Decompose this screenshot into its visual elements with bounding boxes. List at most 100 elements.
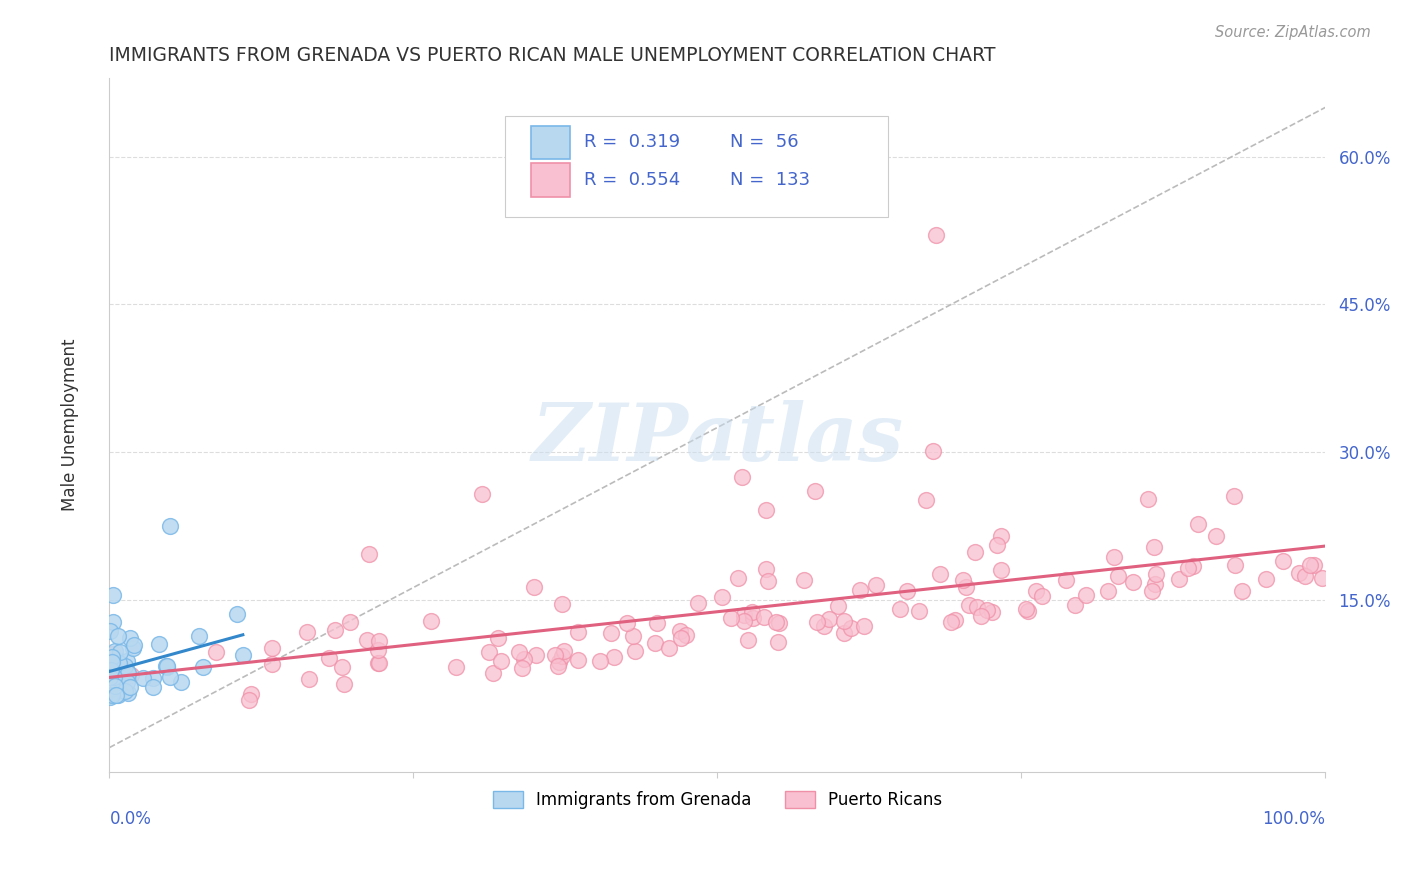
Point <box>589 654 612 668</box>
Point <box>333 677 356 691</box>
Point <box>98 671 121 685</box>
Point <box>1223 489 1246 503</box>
Point <box>621 629 644 643</box>
Point <box>98 670 121 684</box>
Point <box>766 635 789 649</box>
Point <box>98 689 121 703</box>
Point <box>1254 572 1277 586</box>
Point <box>981 605 1004 619</box>
Text: R =  0.319: R = 0.319 <box>583 134 679 152</box>
Point <box>727 571 749 585</box>
Point <box>339 615 361 629</box>
Point <box>970 609 993 624</box>
Point <box>156 659 179 673</box>
Point <box>367 634 389 648</box>
Point <box>120 632 142 646</box>
Point <box>98 665 121 679</box>
Text: 100.0%: 100.0% <box>1263 810 1326 829</box>
Point <box>232 648 254 662</box>
Point <box>922 444 945 458</box>
Point <box>101 688 124 702</box>
Point <box>523 581 546 595</box>
Point <box>959 598 981 612</box>
Point <box>239 687 262 701</box>
Point <box>104 688 127 702</box>
Point <box>114 659 136 673</box>
Point <box>122 640 145 655</box>
Point <box>720 611 742 625</box>
Point <box>908 604 931 618</box>
Point <box>359 547 381 561</box>
Point <box>101 588 124 602</box>
Point <box>803 484 825 499</box>
Point <box>193 659 215 673</box>
Point <box>952 574 974 588</box>
Point <box>524 648 547 663</box>
Point <box>752 609 775 624</box>
Point <box>1223 558 1246 572</box>
Point <box>115 654 138 668</box>
Point <box>110 645 132 659</box>
Point <box>114 684 136 698</box>
Point <box>1303 558 1326 572</box>
Point <box>510 660 533 674</box>
Point <box>547 658 569 673</box>
Point <box>547 656 569 670</box>
Point <box>1295 568 1317 582</box>
Point <box>104 680 127 694</box>
Point <box>1031 589 1053 603</box>
Point <box>1136 492 1159 507</box>
Point <box>813 619 835 633</box>
Point <box>710 591 733 605</box>
Point <box>955 580 977 594</box>
Point <box>323 623 346 637</box>
Text: 0.0%: 0.0% <box>110 810 152 829</box>
Point <box>486 631 509 645</box>
Text: N =  56: N = 56 <box>730 134 799 152</box>
Point <box>733 607 755 622</box>
Point <box>367 643 389 657</box>
Point <box>839 621 862 635</box>
Point <box>101 647 124 661</box>
Point <box>159 670 181 684</box>
Point <box>544 648 567 663</box>
Point <box>107 680 129 694</box>
FancyBboxPatch shape <box>505 116 887 217</box>
Text: Source: ZipAtlas.com: Source: ZipAtlas.com <box>1215 25 1371 40</box>
Point <box>1122 575 1144 590</box>
Point <box>990 529 1012 543</box>
Point <box>1272 554 1295 568</box>
Point <box>104 644 127 658</box>
Point <box>832 614 855 628</box>
Point <box>156 659 179 673</box>
Point <box>98 658 121 673</box>
Point <box>107 629 129 643</box>
Point <box>205 645 228 659</box>
Point <box>170 675 193 690</box>
Point <box>298 672 321 686</box>
Point <box>832 626 855 640</box>
Point <box>101 615 124 629</box>
Point <box>98 681 121 696</box>
Point <box>1015 601 1038 615</box>
Point <box>941 615 963 630</box>
Point <box>513 651 536 665</box>
Point <box>731 469 754 483</box>
Point <box>117 686 139 700</box>
Text: IMMIGRANTS FROM GRENADA VS PUERTO RICAN MALE UNEMPLOYMENT CORRELATION CHART: IMMIGRANTS FROM GRENADA VS PUERTO RICAN … <box>110 46 995 65</box>
Point <box>238 693 260 707</box>
Point <box>966 599 988 614</box>
Point <box>115 675 138 690</box>
Point <box>1063 598 1085 612</box>
Point <box>551 597 574 611</box>
Point <box>603 649 626 664</box>
Point <box>976 603 998 617</box>
Point <box>108 663 131 677</box>
Point <box>806 615 828 630</box>
Point <box>733 614 755 628</box>
Point <box>742 611 765 625</box>
Point <box>98 690 121 705</box>
Point <box>658 641 681 656</box>
Point <box>98 666 121 681</box>
Point <box>1102 549 1125 564</box>
